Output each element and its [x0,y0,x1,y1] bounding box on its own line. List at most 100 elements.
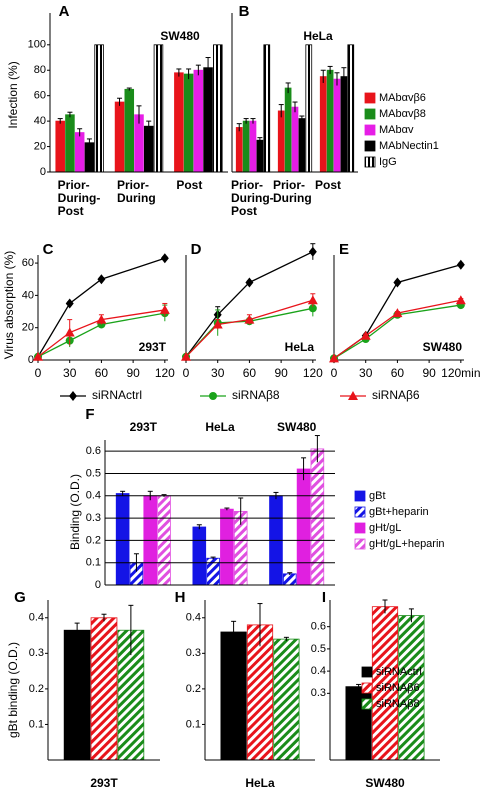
label-line: Post [315,178,341,192]
y-tick-label: 100 [28,39,46,51]
y-tick-label: 40 [22,289,34,301]
bar [298,118,306,173]
x-tick-label: 0 [331,366,338,380]
bar [203,67,213,173]
series-line [37,309,165,358]
marker [308,304,317,313]
bar [242,120,250,173]
legend-label: gBt+heparin [369,506,429,518]
y-tick-label: 80 [34,64,46,76]
panel-label: D [191,241,202,258]
legend-label: IgG [379,156,397,168]
y-tick-label: 0.6 [311,621,326,633]
marker [181,351,191,361]
bar [55,120,65,173]
label-line: Prior- [58,178,90,192]
legend-label: siRNAβ6 [376,682,420,694]
label-line: Prior- [231,178,263,192]
marker [209,392,217,400]
bar [192,526,207,586]
legend-swatch [364,108,376,120]
series-line [333,304,461,359]
bar [296,468,311,586]
legend-label: gBt [369,490,386,502]
x-tick-label: 90 [126,366,140,380]
legend-label: siRNAβ8 [376,698,420,710]
marker [244,314,255,324]
legend-label: MAbαvβ6 [379,92,426,104]
marker [308,246,317,257]
x-tick-label: 90 [274,366,288,380]
label-line: Post [176,178,202,192]
chart-title: HeLa [303,29,333,43]
legend-swatch [364,124,376,136]
x-tick-label: 60 [95,366,109,380]
legend-swatch [361,698,373,710]
marker [65,298,74,309]
bar [333,78,341,173]
marker [96,314,107,324]
legend-label: gHt/gL+heparin [369,538,445,550]
legend-label: MAbαv [379,124,414,136]
bar [235,127,243,173]
y-tick-label: 0.1 [29,718,44,730]
legend-swatch [361,682,373,694]
y-tick-label: 0.4 [86,490,101,502]
label-line: Post [231,204,257,218]
marker [245,277,254,288]
bar [193,69,204,173]
y-axis-label: Virus absorption (%) [2,251,16,360]
bar [345,686,372,761]
x-tick-label: 0 [183,366,190,380]
y-tick-label: 0.6 [86,445,101,457]
chart-title: HeLa [245,776,275,790]
x-tick-label: Prior-During-Post [58,178,101,218]
x-tick-label: 120 [155,366,175,380]
y-tick-label: 0.2 [29,683,44,695]
marker [456,259,465,270]
marker [160,253,169,264]
marker [392,308,403,318]
legend-swatch [361,666,373,678]
x-tick-label: SW480 [277,420,317,434]
bar [282,573,297,586]
legend-swatch [364,92,376,104]
x-tick-label: 30 [63,366,77,380]
legend-swatch [354,538,366,550]
label-line: Prior- [117,178,149,192]
marker [307,295,318,305]
bar [124,88,135,173]
bar [273,638,300,761]
y-tick-label: 0.3 [311,687,326,699]
y-tick-label: 0.2 [186,683,201,695]
chart-title: SW480 [160,29,200,43]
x-tick-label: 0 [35,366,42,380]
label-line: During- [58,191,101,205]
x-tick-label: 293T [130,420,158,434]
panel-label: H [175,589,186,606]
bar [74,132,85,173]
bar [398,615,425,761]
bar [213,44,223,173]
legend-label: MAbNectin1 [379,140,439,152]
panel-label: B [239,3,250,20]
y-tick-label: 0 [95,579,101,591]
y-axis-label: Infection (%) [6,61,20,128]
bar [347,44,355,173]
legend-label: siRNActrl [92,388,142,402]
bar [310,448,325,586]
x-tick-label: 60 [391,366,405,380]
x-tick-label: 120 [303,366,323,380]
bar [183,73,194,173]
y-tick-label: 60 [22,257,34,269]
panel-label: E [339,241,349,258]
x-tick-label: 120min [441,366,480,380]
series-line [333,299,461,359]
bar [249,120,257,173]
y-tick-label: 0.3 [86,512,101,524]
series-line [37,257,166,358]
bar [115,493,130,586]
legend-label: siRNAβ8 [232,388,280,402]
